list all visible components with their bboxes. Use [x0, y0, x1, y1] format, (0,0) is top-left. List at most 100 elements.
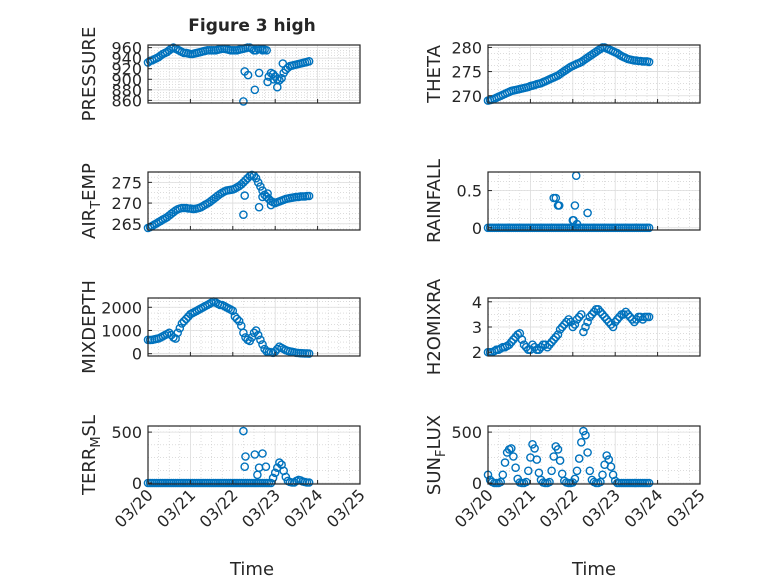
data-point	[498, 470, 508, 480]
data-point	[562, 317, 571, 327]
data-point	[261, 462, 271, 472]
y-axis-label: SUNFLUX	[424, 415, 449, 495]
data-point	[568, 322, 578, 332]
figure-title: Figure 3 high	[188, 16, 316, 36]
data-point	[596, 307, 605, 317]
data-point	[272, 82, 282, 92]
data-point	[555, 325, 565, 334]
data-point	[545, 477, 554, 487]
data-point	[623, 310, 633, 319]
y-tick-label: 960	[111, 39, 142, 58]
data-point	[610, 317, 620, 327]
data-point	[543, 342, 552, 352]
data-point	[239, 210, 248, 219]
data-point	[577, 437, 586, 447]
data-point	[239, 328, 248, 338]
data-point	[272, 344, 282, 354]
data-point	[621, 307, 631, 317]
axes-frame	[147, 297, 361, 357]
xlabel-left: Time	[229, 559, 274, 580]
data-point	[240, 462, 249, 472]
data-point	[583, 448, 592, 457]
y-tick-label: 3	[472, 318, 482, 337]
data-point	[175, 323, 185, 333]
plot-area	[488, 172, 700, 230]
y-tick-label: 0	[472, 219, 482, 238]
y-axis-label: H2OMIXRA	[424, 278, 445, 375]
data-point	[636, 312, 645, 322]
data-point	[304, 57, 314, 66]
data-point	[266, 478, 276, 488]
data-point	[644, 57, 654, 67]
data-point	[574, 454, 584, 463]
y-axis-label: MIXDEPTH	[79, 280, 100, 374]
data-point	[530, 342, 539, 352]
data-point	[506, 337, 516, 347]
data-point	[509, 452, 518, 461]
data-point	[521, 477, 531, 487]
data-point	[156, 51, 165, 60]
data-point	[600, 312, 609, 322]
y-tick-label: 920	[111, 60, 142, 79]
y-tick-label: 880	[111, 81, 142, 100]
data-point	[253, 330, 263, 340]
data-point	[572, 219, 582, 229]
data-point	[258, 46, 267, 55]
data-point	[230, 312, 240, 321]
data-point	[549, 335, 559, 344]
y-axis-label: TERRMSL	[79, 415, 104, 496]
y-tick-label: 265	[111, 215, 142, 234]
subplot-theta: 270 275 280 THETA	[424, 38, 701, 106]
data-point	[268, 473, 278, 483]
data-point	[258, 340, 267, 349]
data-point	[551, 332, 561, 342]
data-point	[256, 335, 265, 345]
data-point	[553, 330, 563, 339]
y-tick-label: 1000	[101, 321, 142, 340]
data-point	[644, 478, 654, 488]
data-point	[583, 317, 592, 327]
data-point	[606, 462, 616, 472]
y-tick-label: 0.5	[457, 182, 482, 201]
data-point	[528, 439, 537, 449]
data-point	[547, 466, 556, 476]
y-tick-label: 270	[111, 194, 142, 213]
data-point	[254, 202, 264, 212]
data-point	[564, 315, 573, 324]
data-point	[266, 200, 276, 210]
data-point	[587, 310, 597, 319]
data-point	[534, 345, 544, 355]
data-point	[234, 316, 244, 326]
subplot-rainfall: 0 0.5 RAINFALL	[424, 159, 701, 243]
y-tick-label: 275	[451, 63, 482, 82]
y-tick-label: 0	[132, 474, 142, 493]
data-point	[608, 322, 618, 332]
data-point	[254, 68, 264, 78]
data-point	[177, 319, 187, 328]
data-point	[632, 315, 641, 324]
y-tick-label: 500	[451, 423, 482, 442]
data-point	[504, 340, 514, 350]
data-point	[536, 342, 546, 352]
data-point	[258, 449, 267, 458]
data-point	[506, 444, 516, 453]
data-point	[581, 322, 590, 332]
y-axis-label: RAINFALL	[424, 159, 445, 243]
data-point	[630, 317, 639, 327]
data-point	[581, 430, 590, 440]
axes-frame	[487, 425, 701, 485]
data-point	[554, 201, 564, 210]
data-point	[251, 173, 261, 183]
data-point	[598, 470, 607, 480]
data-point	[239, 426, 248, 436]
y-tick-label: 2000	[101, 298, 142, 317]
data-point	[579, 426, 588, 436]
data-point	[304, 478, 314, 487]
data-point	[613, 315, 622, 324]
data-point	[602, 451, 612, 460]
data-point	[572, 466, 582, 476]
axes-frame	[147, 171, 361, 231]
data-point	[519, 340, 529, 350]
